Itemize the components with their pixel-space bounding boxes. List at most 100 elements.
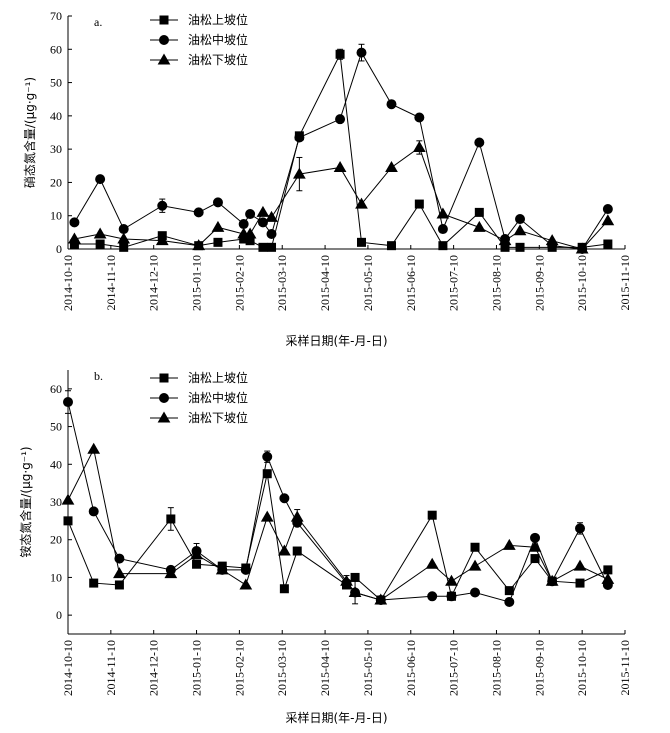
data-point bbox=[504, 586, 514, 596]
y-tick-label: 60 bbox=[50, 42, 62, 56]
x-tick-label: 2015-11-10 bbox=[618, 640, 632, 696]
data-point bbox=[239, 578, 253, 590]
data-point bbox=[68, 232, 81, 244]
data-point bbox=[350, 572, 360, 582]
data-point bbox=[155, 234, 169, 246]
y-tick-label: 20 bbox=[50, 533, 62, 547]
data-point bbox=[545, 574, 559, 586]
data-point bbox=[468, 559, 482, 571]
data-point bbox=[513, 224, 527, 236]
data-point bbox=[333, 160, 347, 172]
data-point bbox=[290, 510, 304, 522]
data-point bbox=[472, 220, 486, 232]
series-line bbox=[67, 473, 609, 601]
data-point bbox=[61, 493, 75, 505]
data-point bbox=[575, 523, 586, 534]
data-point bbox=[470, 542, 480, 552]
data-point bbox=[63, 397, 73, 408]
y-axis-title: 硝态氮含量/(μg·g⁻¹) bbox=[22, 77, 37, 188]
data-point bbox=[166, 514, 176, 524]
data-point bbox=[95, 174, 106, 185]
data-point bbox=[215, 563, 229, 575]
data-point bbox=[238, 219, 249, 230]
y-tick-label: 20 bbox=[50, 175, 62, 189]
y-tick-label: 40 bbox=[50, 457, 62, 471]
legend-label: 油松下坡位 bbox=[188, 52, 248, 67]
data-point bbox=[278, 544, 291, 556]
chart-panel-b: 0 10 20 30 40 50 60 2014-10-10 2014-11-10 2014-12… bbox=[18, 369, 632, 725]
data-point bbox=[243, 227, 257, 239]
data-point bbox=[95, 239, 105, 249]
y-tick-label: 10 bbox=[50, 209, 62, 223]
data-point bbox=[212, 197, 223, 208]
data-point bbox=[265, 210, 278, 222]
data-point bbox=[294, 132, 305, 143]
data-point bbox=[193, 207, 204, 218]
x-tick-label: 2015-04-10 bbox=[318, 255, 332, 311]
data-point bbox=[601, 572, 615, 584]
data-point bbox=[245, 209, 256, 220]
x-tick-label: 2015-08-10 bbox=[489, 255, 503, 311]
data-point bbox=[356, 237, 366, 247]
data-point bbox=[117, 232, 131, 244]
data-point bbox=[385, 160, 398, 172]
x-tick-label: 2015-04-10 bbox=[318, 640, 332, 696]
legend-marker bbox=[159, 373, 169, 383]
chart-panel-a: 0 10 20 30 40 50 60 70 2014-10-10 2014-11-10 2014-… bbox=[22, 9, 632, 348]
data-point bbox=[386, 99, 397, 110]
series-1 bbox=[69, 48, 613, 252]
data-point bbox=[190, 548, 203, 560]
series-3 bbox=[61, 442, 615, 605]
data-point bbox=[515, 214, 526, 225]
x-axis-title: 采样日期(年-月-日) bbox=[285, 710, 387, 725]
y-tick-label: 30 bbox=[50, 495, 62, 509]
data-point bbox=[87, 442, 101, 454]
x-tick-label: 2015-02-10 bbox=[232, 255, 246, 311]
series-line bbox=[73, 51, 609, 250]
data-point bbox=[474, 137, 485, 148]
x-tick-label: 2015-09-10 bbox=[532, 255, 546, 311]
x-tick-label: 2015-01-10 bbox=[190, 640, 204, 696]
x-tick-label: 2015-08-10 bbox=[489, 640, 503, 696]
data-point bbox=[470, 587, 481, 598]
x-tick-label: 2015-06-10 bbox=[404, 255, 418, 311]
data-point bbox=[436, 207, 450, 219]
y-axis-title: 铵态氮含量/(μg·g⁻¹) bbox=[18, 446, 33, 557]
data-point bbox=[279, 493, 290, 504]
x-tick-label: 2015-07-10 bbox=[447, 255, 461, 311]
data-point bbox=[348, 586, 362, 598]
x-tick-label: 2015-07-10 bbox=[447, 640, 461, 696]
data-point bbox=[335, 114, 346, 125]
series-line bbox=[74, 52, 608, 248]
x-tick-label: 2014-11-10 bbox=[104, 640, 118, 696]
data-point bbox=[260, 510, 274, 522]
data-point bbox=[575, 578, 585, 588]
data-point bbox=[279, 584, 289, 594]
data-point bbox=[262, 451, 273, 462]
x-tick-label: 2015-09-10 bbox=[532, 640, 546, 696]
x-tick-label: 2015-02-10 bbox=[232, 640, 246, 696]
data-point bbox=[157, 200, 168, 211]
x-tick-label: 2015-03-10 bbox=[275, 255, 289, 311]
data-point bbox=[427, 510, 437, 520]
x-tick-label: 2015-01-10 bbox=[190, 255, 204, 311]
data-point bbox=[118, 224, 129, 235]
data-point bbox=[257, 217, 268, 228]
data-point bbox=[164, 567, 178, 579]
y-tick-label: 10 bbox=[50, 570, 62, 584]
series-3 bbox=[68, 140, 615, 254]
data-point bbox=[427, 591, 438, 602]
data-point bbox=[240, 564, 251, 575]
data-point bbox=[355, 197, 368, 209]
data-point bbox=[340, 574, 353, 586]
x-tick-label: 2015-11-10 bbox=[618, 255, 632, 311]
data-point bbox=[437, 224, 448, 235]
data-point bbox=[258, 242, 268, 252]
legend-marker bbox=[159, 35, 169, 45]
y-tick-label: 30 bbox=[50, 142, 62, 156]
data-point bbox=[256, 205, 270, 217]
x-tick-label: 2015-06-10 bbox=[404, 640, 418, 696]
legend-label: 油松下坡位 bbox=[188, 410, 248, 425]
